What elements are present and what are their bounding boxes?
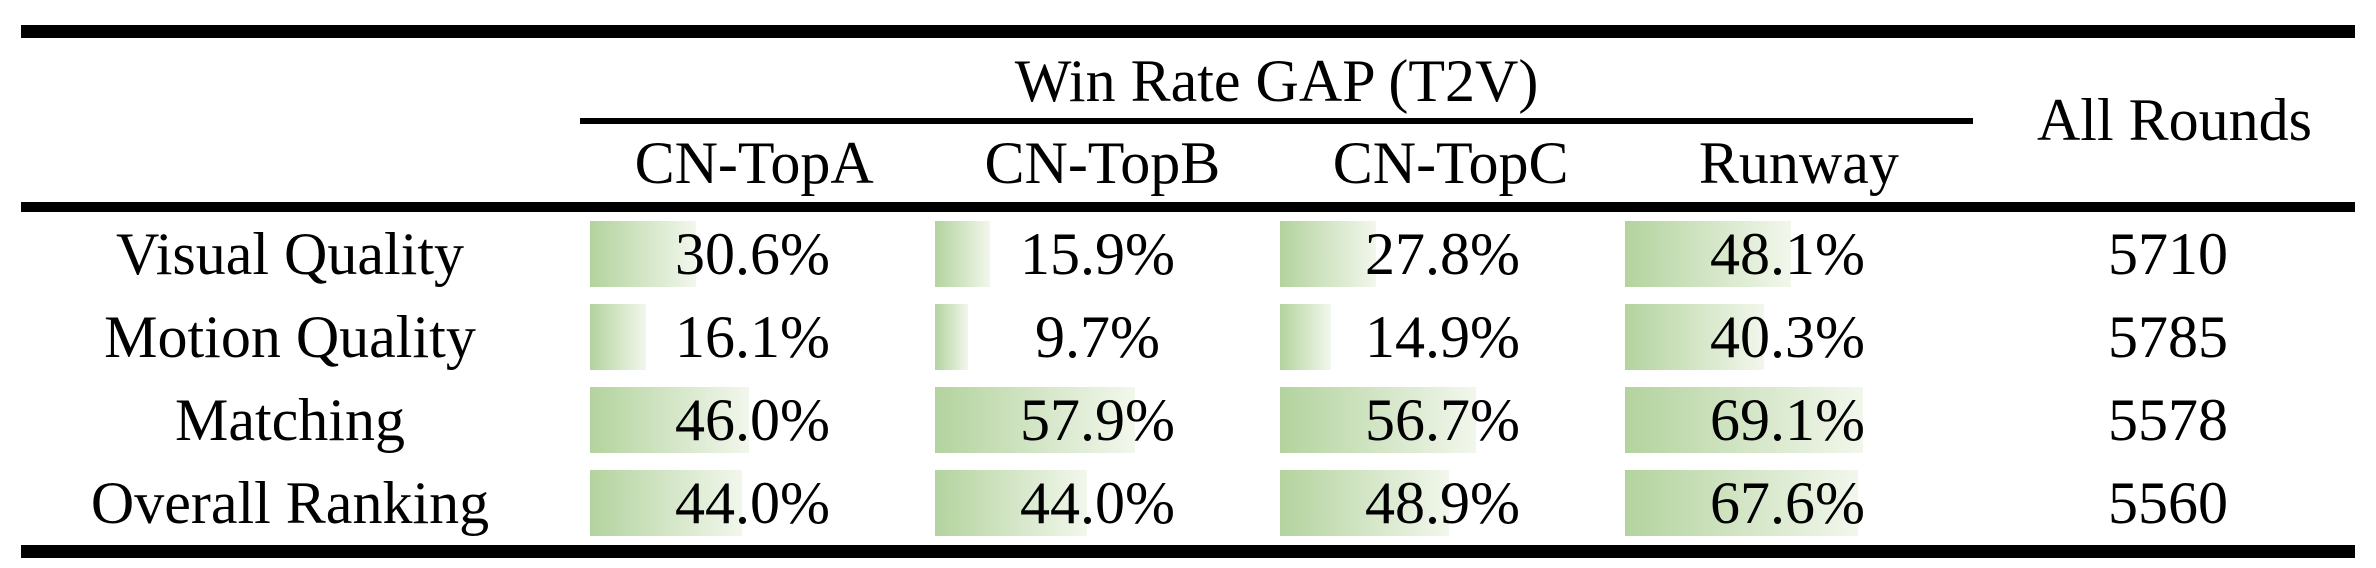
winrate-bar	[590, 303, 646, 370]
table-header: Win Rate GAP (T2V) CN-TopA CN-TopB CN-To…	[0, 38, 2376, 202]
winrate-cell: 30.6%	[580, 212, 925, 295]
winrate-cell: 48.9%	[1270, 462, 1615, 545]
column-header-runway: Runway	[1698, 130, 1899, 196]
winrate-cell: 14.9%	[1270, 295, 1615, 378]
header-spacer	[0, 38, 580, 202]
all-rounds-value: 5785	[2108, 303, 2228, 370]
winrate-value: 57.9%	[1020, 387, 1175, 454]
all-rounds-value: 5560	[2108, 470, 2228, 537]
column-header-cn-topc: CN-TopC	[1332, 130, 1569, 196]
winrate-bar	[935, 387, 1135, 454]
winrate-cell: 15.9%	[925, 212, 1270, 295]
table-rule-top	[21, 25, 2355, 38]
table-rule-bottom	[21, 545, 2355, 558]
row-label: Overall Ranking	[90, 470, 490, 537]
winrate-value: 44.0%	[675, 470, 830, 537]
winrate-bar	[935, 220, 990, 287]
all-rounds-value: 5578	[2108, 387, 2228, 454]
table-row-motion-quality: Motion Quality 16.1% 9.7% 14.9% 40.3% 57…	[0, 295, 2376, 378]
winrate-cell: 56.7%	[1270, 379, 1615, 462]
row-label: Motion Quality	[104, 303, 476, 370]
winrate-value: 48.1%	[1710, 220, 1865, 287]
column-header-all-rounds: All Rounds	[2036, 87, 2313, 153]
winrate-value: 9.7%	[1035, 303, 1160, 370]
winrate-cell: 27.8%	[1270, 212, 1615, 295]
column-header-cn-topa: CN-TopA	[634, 130, 874, 196]
winrate-bar	[590, 470, 742, 537]
winrate-value: 27.8%	[1365, 220, 1520, 287]
winrate-bar	[590, 387, 749, 454]
row-label: Visual Quality	[115, 220, 465, 287]
winrate-cell: 69.1%	[1615, 379, 1960, 462]
row-label: Matching	[175, 387, 405, 454]
table-body: Visual Quality 30.6% 15.9% 27.8% 48.1% 5…	[0, 212, 2376, 545]
group-header-rule	[580, 118, 1973, 124]
winrate-value: 56.7%	[1365, 387, 1520, 454]
table-rule-mid	[21, 202, 2355, 212]
winrate-bar	[935, 303, 969, 370]
winrate-value: 30.6%	[675, 220, 830, 287]
winrate-cell: 44.0%	[925, 462, 1270, 545]
winrate-cell: 9.7%	[925, 295, 1270, 378]
winrate-bar	[935, 470, 1087, 537]
column-header-cn-topb: CN-TopB	[984, 130, 1221, 196]
winrate-value: 67.6%	[1710, 470, 1865, 537]
winrate-value: 14.9%	[1365, 303, 1520, 370]
winrate-cell: 67.6%	[1615, 462, 1960, 545]
winrate-cell: 16.1%	[580, 295, 925, 378]
column-headers: CN-TopA CN-TopB CN-TopC Runway	[580, 124, 1973, 202]
winrate-value: 69.1%	[1710, 387, 1865, 454]
winrate-bar	[1280, 470, 1449, 537]
winrate-cell: 40.3%	[1615, 295, 1960, 378]
t2v-group-header: Win Rate GAP (T2V) CN-TopA CN-TopB CN-To…	[580, 38, 1973, 202]
winrate-cell: 48.1%	[1615, 212, 1960, 295]
winrate-bar	[1625, 387, 1864, 454]
winrate-bar	[1280, 303, 1332, 370]
winrate-value: 48.9%	[1365, 470, 1520, 537]
winrate-cell: 44.0%	[580, 462, 925, 545]
all-rounds-value: 5710	[2108, 220, 2228, 287]
winrate-cell: 57.9%	[925, 379, 1270, 462]
winrate-bar	[1625, 303, 1765, 370]
winrate-bar	[1625, 220, 1791, 287]
winrate-value: 44.0%	[1020, 470, 1175, 537]
table-row-visual-quality: Visual Quality 30.6% 15.9% 27.8% 48.1% 5…	[0, 212, 2376, 295]
winrate-value: 16.1%	[675, 303, 830, 370]
group-header-title: Win Rate GAP (T2V)	[1014, 48, 1539, 114]
winrate-bar	[1625, 470, 1859, 537]
winrate-bar	[1280, 220, 1376, 287]
table-row-overall-ranking: Overall Ranking 44.0% 44.0% 48.9% 67.6% …	[0, 462, 2376, 545]
winrate-bar	[590, 220, 696, 287]
winrate-value: 40.3%	[1710, 303, 1865, 370]
winrate-value: 15.9%	[1020, 220, 1175, 287]
table-row-matching: Matching 46.0% 57.9% 56.7% 69.1% 5578	[0, 379, 2376, 462]
winrate-value: 46.0%	[675, 387, 830, 454]
winrate-bar	[1280, 387, 1476, 454]
winrate-cell: 46.0%	[580, 379, 925, 462]
